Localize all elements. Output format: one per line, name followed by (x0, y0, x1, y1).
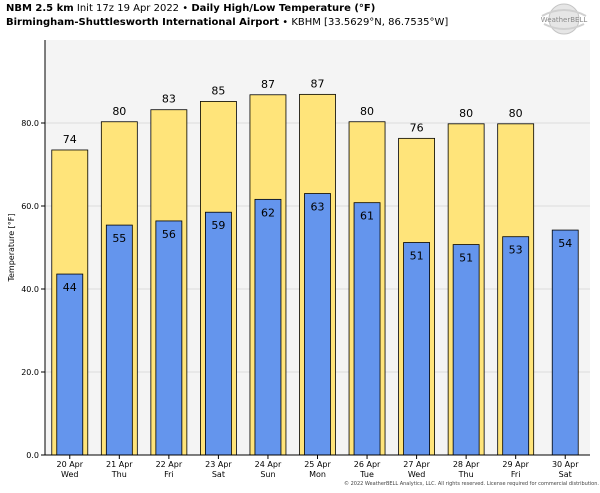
low-temp-label: 62 (261, 206, 275, 219)
x-tick-date: 21 Apr (106, 460, 133, 469)
low-temp-bar (353, 202, 381, 456)
low-temp-label: 53 (509, 244, 523, 257)
high-temp-label: 80 (459, 107, 473, 120)
x-tick-weekday: Fri (511, 470, 521, 479)
low-temp-label: 54 (558, 237, 572, 250)
x-tick-date: 24 Apr (255, 460, 282, 469)
y-tick-label: 20.0 (21, 368, 39, 377)
x-tick-date: 22 Apr (156, 460, 183, 469)
x-tick-weekday: Sun (260, 470, 275, 479)
high-temp-label: 87 (261, 78, 275, 91)
high-temp-label: 80 (360, 105, 374, 118)
low-temp-label: 51 (410, 250, 424, 263)
station-info: KBHM [33.5629°N, 86.7535°W] (291, 17, 449, 28)
high-temp-label: 76 (410, 121, 424, 134)
low-temp-label: 61 (360, 210, 374, 223)
low-temp-bar (502, 236, 530, 456)
y-tick-label: 60.0 (21, 202, 39, 211)
high-temp-label: 87 (311, 77, 325, 90)
copyright-footer: © 2022 WeatherBELL Analytics, LLC. All r… (344, 481, 599, 487)
high-temp-label: 83 (162, 93, 176, 106)
low-temp-label: 55 (112, 232, 126, 245)
x-tick-weekday: Tue (359, 470, 374, 479)
model-name: NBM 2.5 km (6, 3, 74, 14)
low-temp-label: 59 (211, 219, 225, 232)
low-temp-bar (551, 229, 579, 456)
low-temp-label: 51 (459, 252, 473, 265)
low-temp-label: 63 (311, 201, 325, 214)
low-temp-bar (304, 193, 331, 456)
low-temp-bar (56, 273, 84, 456)
bars: 74 80 83 85 87 87 80 76 80 80 44 55 56 59 62 63 61 51 51 53… (51, 77, 579, 456)
low-temp-bar (105, 224, 133, 456)
x-tick-date: 30 Apr (552, 460, 579, 469)
init-time: Init 17z 19 Apr 2022 (76, 3, 180, 14)
x-tick-weekday: Thu (458, 470, 474, 479)
high-temp-label: 85 (211, 84, 225, 97)
weatherbell-logo: WeatherBELL (541, 3, 588, 35)
x-tick-date: 27 Apr (403, 460, 430, 469)
y-axis: 0.0 20.0 40.0 60.0 80.0 (21, 40, 46, 460)
x-tick-weekday: Fri (164, 470, 174, 479)
low-temp-bar (205, 211, 232, 456)
high-temp-label: 80 (112, 105, 126, 118)
x-tick-date: 25 Apr (304, 460, 331, 469)
x-tick-date: 29 Apr (502, 460, 529, 469)
low-temp-bar (254, 198, 282, 456)
x-tick-date: 23 Apr (205, 460, 232, 469)
low-temp-bar (403, 242, 430, 456)
y-tick-label: 0.0 (26, 451, 39, 460)
x-tick-date: 28 Apr (453, 460, 480, 469)
low-temp-label: 44 (63, 281, 77, 294)
low-temp-bar (452, 244, 480, 456)
chart-header-line1: NBM 2.5 km Init 17z 19 Apr 2022 • Daily … (6, 3, 375, 14)
chart-title: Daily High/Low Temperature (°F) (191, 3, 376, 14)
x-tick-weekday: Sat (559, 470, 572, 479)
logo-text: WeatherBELL (541, 16, 588, 24)
header-bullet-1: • (182, 3, 189, 14)
x-tick-date: 20 Apr (56, 460, 83, 469)
x-tick-weekday: Wed (408, 470, 425, 479)
x-tick-weekday: Mon (309, 470, 326, 479)
y-tick-label: 40.0 (21, 285, 39, 294)
x-tick-date: 26 Apr (354, 460, 381, 469)
high-temp-label: 80 (509, 107, 523, 120)
header-bullet-2: • (282, 17, 289, 28)
x-tick-weekday: Wed (61, 470, 78, 479)
y-tick-label: 80.0 (21, 119, 39, 128)
high-temp-label: 74 (63, 133, 77, 146)
station-name: Birmingham-Shuttlesworth International A… (6, 17, 280, 28)
low-temp-bar (155, 220, 183, 456)
x-tick-weekday: Sat (212, 470, 225, 479)
y-axis-label: Temperature [°F] (7, 213, 16, 282)
low-temp-label: 56 (162, 228, 176, 241)
chart-header-line2: Birmingham-Shuttlesworth International A… (6, 17, 448, 28)
x-tick-weekday: Thu (111, 470, 127, 479)
